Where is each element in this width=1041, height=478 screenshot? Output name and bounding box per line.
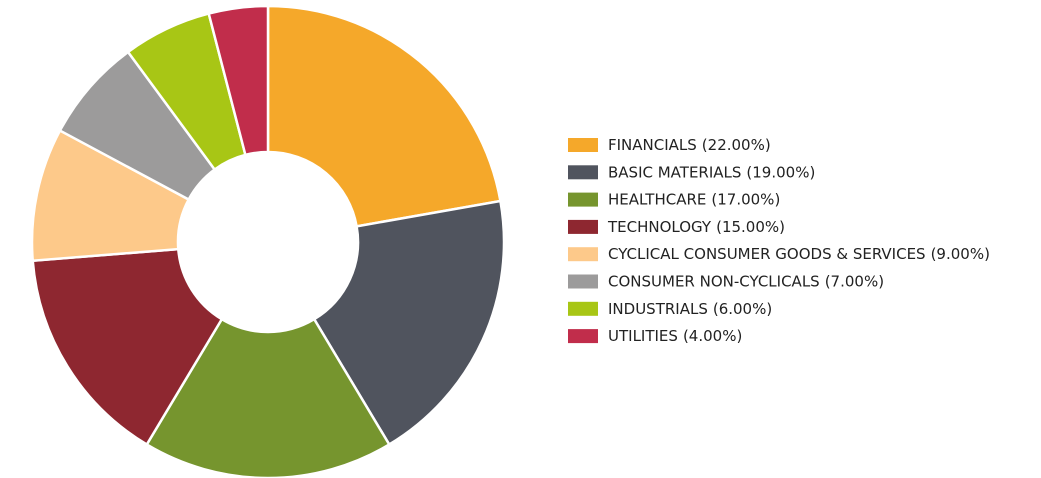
legend-name: INDUSTRIALS [608,299,708,317]
legend-label: BASIC MATERIALS (19.00%) [608,163,815,181]
legend-value: (4.00%) [683,327,742,345]
legend-swatch [568,247,598,262]
legend-name: UTILITIES [608,327,678,345]
legend-name: CYCLICAL CONSUMER GOODS & SERVICES [608,245,926,263]
legend-name: FINANCIALS [608,136,697,154]
donut-slice [31,247,224,447]
legend-value: (6.00%) [713,299,772,317]
legend-name: BASIC MATERIALS [608,163,741,181]
legend-name: HEALTHCARE [608,190,706,208]
legend-swatch [568,329,598,344]
legend-label: INDUSTRIALS (6.00%) [608,299,772,317]
legend-value: (17.00%) [711,190,780,208]
legend-label: HEALTHCARE (17.00%) [608,190,780,208]
legend-swatch [568,301,598,316]
legend-value: (15.00%) [716,217,785,235]
legend-name: TECHNOLOGY [607,217,712,235]
legend-label: FINANCIALS (22.00%) [608,136,771,154]
legend-label: CYCLICAL CONSUMER GOODS & SERVICES (9.00%… [608,245,990,263]
donut-slice [312,199,506,447]
legend-swatch [568,219,598,234]
legend-swatch [568,192,598,207]
legend-value: (22.00%) [702,136,771,154]
legend-label: UTILITIES (4.00%) [608,327,742,345]
donut-slice [266,4,502,228]
legend-name: CONSUMER NON-CYCLICALS [608,272,820,290]
legend-swatch [568,165,598,180]
legend-value: (9.00%) [931,245,990,263]
donut-slice [145,317,391,478]
legend-swatch [568,274,598,289]
donut-slice [207,4,270,157]
legend-label: TECHNOLOGY (15.00%) [607,217,785,235]
legend-swatch [568,138,598,152]
legend-value: (7.00%) [825,272,884,290]
legend-value: (19.00%) [746,163,815,181]
legend-label: CONSUMER NON-CYCLICALS (7.00%) [608,272,884,290]
